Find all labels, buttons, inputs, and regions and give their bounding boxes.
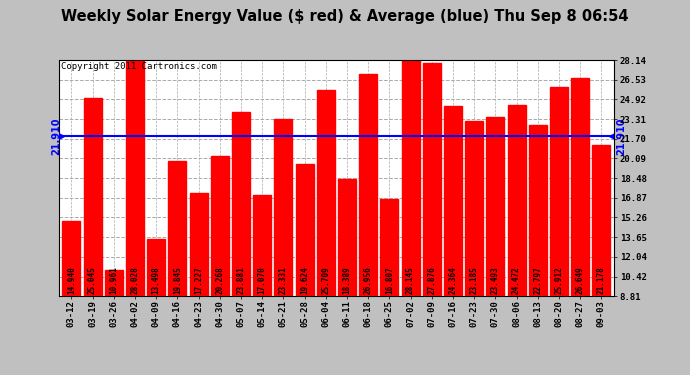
Bar [232, 112, 250, 296]
Text: 19.845: 19.845 [173, 267, 182, 294]
Text: 26.956: 26.956 [364, 267, 373, 294]
Bar [550, 87, 568, 296]
Bar [571, 78, 589, 296]
Text: 27.876: 27.876 [427, 267, 436, 294]
Bar [126, 62, 144, 296]
Text: 21.178: 21.178 [597, 267, 606, 294]
Bar [317, 90, 335, 296]
Bar [486, 117, 504, 296]
Text: 10.961: 10.961 [109, 267, 118, 294]
Bar [147, 239, 165, 296]
Bar [210, 156, 229, 296]
Bar [359, 75, 377, 296]
Text: 13.498: 13.498 [152, 267, 161, 294]
Text: 28.145: 28.145 [406, 267, 415, 294]
Text: 23.881: 23.881 [237, 267, 246, 294]
Text: 25.912: 25.912 [555, 267, 564, 294]
Bar [444, 106, 462, 296]
Text: 24.472: 24.472 [512, 267, 521, 294]
Bar [338, 179, 356, 296]
Bar [190, 194, 208, 296]
Text: 21.910: 21.910 [616, 117, 627, 155]
Text: Copyright 2011 Cartronics.com: Copyright 2011 Cartronics.com [61, 62, 217, 71]
Bar [465, 120, 483, 296]
Bar [83, 98, 101, 296]
Bar [253, 195, 271, 296]
Bar [402, 60, 420, 296]
Text: 23.493: 23.493 [491, 267, 500, 294]
Text: 19.624: 19.624 [300, 267, 309, 294]
Text: 25.045: 25.045 [88, 267, 97, 294]
Bar [508, 105, 526, 296]
Text: 23.331: 23.331 [279, 267, 288, 294]
Text: 17.070: 17.070 [257, 267, 266, 294]
Bar [529, 125, 546, 296]
Text: 24.364: 24.364 [448, 267, 457, 294]
Bar [295, 164, 313, 296]
Bar [62, 221, 80, 296]
Text: 26.649: 26.649 [575, 267, 584, 294]
Text: 16.807: 16.807 [385, 267, 394, 294]
Text: 22.797: 22.797 [533, 267, 542, 294]
Text: 18.389: 18.389 [342, 267, 351, 294]
Bar [168, 161, 186, 296]
Bar [593, 145, 611, 296]
Text: 14.940: 14.940 [67, 267, 76, 294]
Bar [105, 270, 123, 296]
Text: 25.709: 25.709 [322, 267, 331, 294]
Bar [380, 198, 398, 296]
Text: Weekly Solar Energy Value ($ red) & Average (blue) Thu Sep 8 06:54: Weekly Solar Energy Value ($ red) & Aver… [61, 9, 629, 24]
Bar [275, 119, 293, 296]
Text: 21.910: 21.910 [51, 117, 61, 155]
Text: 23.185: 23.185 [470, 267, 479, 294]
Text: 17.227: 17.227 [194, 267, 203, 294]
Text: 20.268: 20.268 [215, 267, 224, 294]
Bar [423, 63, 441, 296]
Text: 28.028: 28.028 [130, 267, 139, 294]
